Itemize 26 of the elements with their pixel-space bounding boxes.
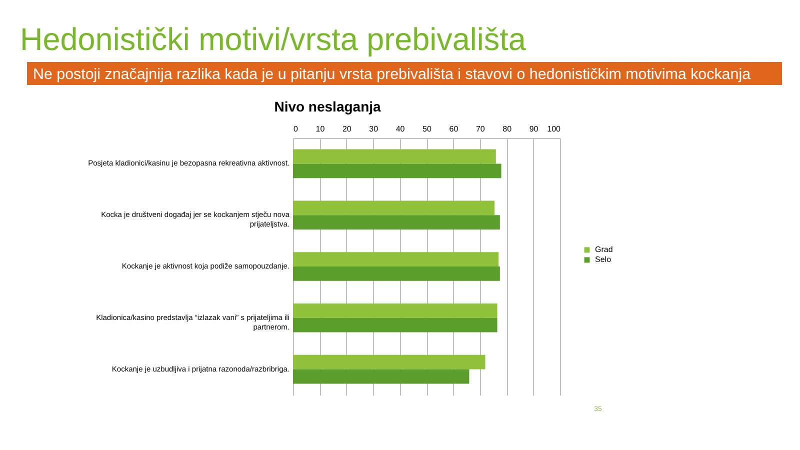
bar xyxy=(293,369,470,384)
x-tick-label: 0 xyxy=(294,124,298,134)
bar xyxy=(293,354,486,370)
x-tick-label: 80 xyxy=(502,124,512,134)
legend-label: Selo xyxy=(595,254,612,264)
bar xyxy=(293,252,499,266)
bar xyxy=(293,200,495,216)
bar xyxy=(293,149,496,164)
x-tick-label: 50 xyxy=(422,124,432,134)
x-tick-label: 60 xyxy=(449,124,459,134)
bar xyxy=(293,164,502,178)
bar xyxy=(293,318,498,332)
bar xyxy=(293,215,500,230)
chart-title: Hedonistički motivi/vrsta prebivališta xyxy=(20,21,526,57)
x-axis-title: Nivo neslaganja xyxy=(274,98,382,114)
x-tick-label: 40 xyxy=(396,124,406,134)
bar xyxy=(293,266,500,281)
legend-label: Grad xyxy=(595,244,613,254)
x-tick-label: 100 xyxy=(547,124,562,134)
x-tick-label: 20 xyxy=(342,124,352,134)
bar xyxy=(293,304,498,318)
chart-subtitle: Ne postoji značajnija razlika kada je u pitanju vrsta prebivališta i stavovi o hedonističkim motivima kockanja xyxy=(33,66,752,83)
x-tick-label: 90 xyxy=(529,124,539,134)
x-tick-label: 10 xyxy=(316,124,326,134)
x-tick-label: 70 xyxy=(476,124,486,134)
x-tick-label: 30 xyxy=(369,124,379,134)
